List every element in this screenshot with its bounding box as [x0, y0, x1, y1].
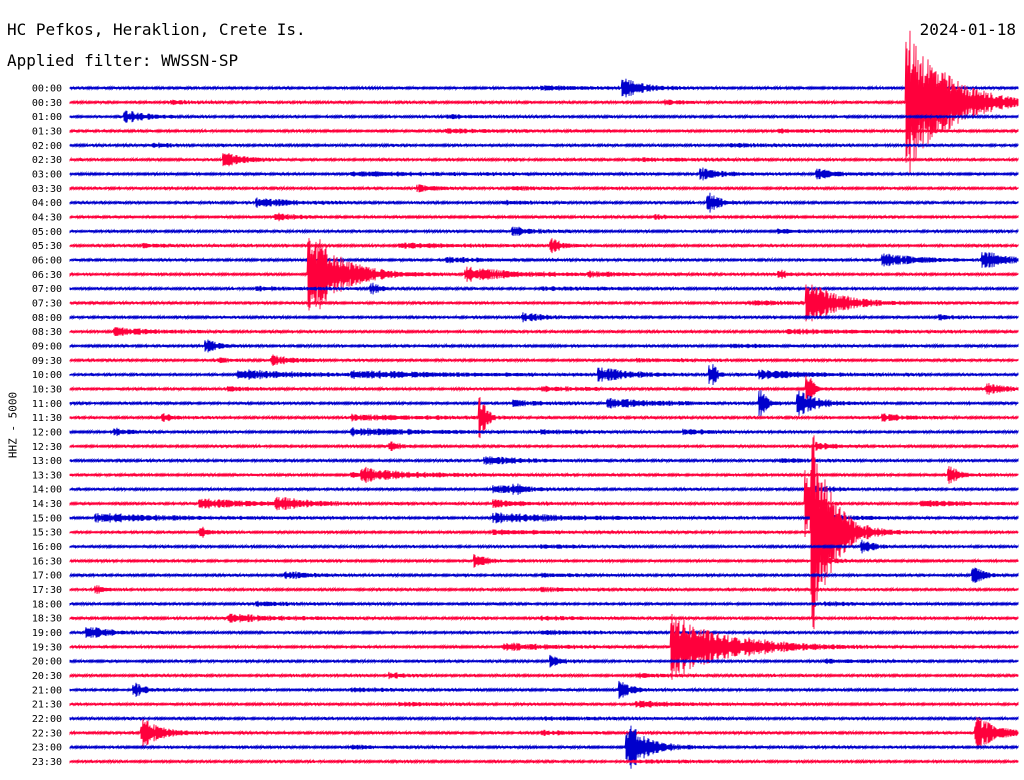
date-label: 2024-01-18	[919, 20, 1016, 39]
time-label: 17:00	[32, 571, 62, 582]
time-label: 04:30	[32, 212, 62, 223]
time-label: 10:00	[32, 370, 62, 381]
time-label: 06:30	[32, 270, 62, 281]
time-label: 01:00	[32, 112, 62, 123]
time-label: 17:30	[32, 585, 62, 596]
time-label: 01:30	[32, 126, 62, 137]
time-label: 23:30	[32, 757, 62, 768]
time-label: 07:30	[32, 298, 62, 309]
time-label: 12:00	[32, 427, 62, 438]
station-title: HC Pefkos, Heraklion, Crete Is.	[7, 20, 306, 39]
time-label: 15:00	[32, 513, 62, 524]
time-label: 23:00	[32, 743, 62, 754]
time-label: 20:00	[32, 657, 62, 668]
time-label: 14:30	[32, 499, 62, 510]
time-label: 03:30	[32, 184, 62, 195]
time-label: 14:00	[32, 485, 62, 496]
time-label: 15:30	[32, 528, 62, 539]
time-label: 03:00	[32, 169, 62, 180]
time-label: 09:00	[32, 341, 62, 352]
time-label: 04:00	[32, 198, 62, 209]
time-label: 13:30	[32, 470, 62, 481]
time-label: 11:00	[32, 399, 62, 410]
time-label: 22:00	[32, 714, 62, 725]
time-label: 08:30	[32, 327, 62, 338]
time-label: 19:00	[32, 628, 62, 639]
time-label: 22:30	[32, 728, 62, 739]
time-label: 10:30	[32, 384, 62, 395]
time-label: 05:00	[32, 227, 62, 238]
time-label: 06:00	[32, 255, 62, 266]
time-label: 16:00	[32, 542, 62, 553]
time-label: 16:30	[32, 556, 62, 567]
time-label: 08:00	[32, 313, 62, 324]
time-label: 02:00	[32, 141, 62, 152]
time-label: 13:00	[32, 456, 62, 467]
time-label: 19:30	[32, 642, 62, 653]
time-label: 18:00	[32, 599, 62, 610]
time-label: 02:30	[32, 155, 62, 166]
time-label: 21:30	[32, 700, 62, 711]
time-label: 00:30	[32, 98, 62, 109]
time-label: 21:00	[32, 685, 62, 696]
time-label: 00:00	[32, 84, 62, 95]
time-label: 09:30	[32, 356, 62, 367]
time-label: 18:30	[32, 614, 62, 625]
time-label: 05:30	[32, 241, 62, 252]
filter-label: Applied filter: WWSSN-SP	[7, 51, 239, 70]
time-label: 20:30	[32, 671, 62, 682]
time-label: 12:30	[32, 442, 62, 453]
time-label: 11:30	[32, 413, 62, 424]
time-label: 07:00	[32, 284, 62, 295]
